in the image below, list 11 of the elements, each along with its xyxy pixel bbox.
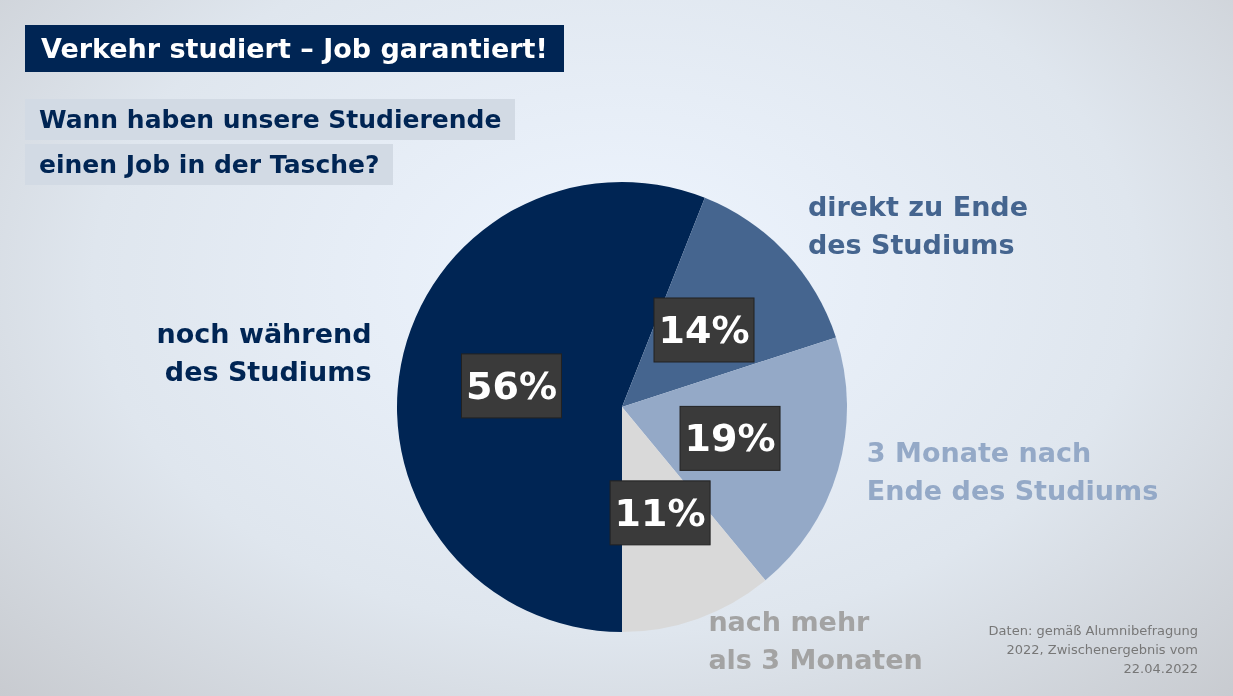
data-label: 19% [684,416,776,461]
slice-label: 3 Monate nach Ende des Studiums [866,437,1159,507]
slice-label: noch während des Studiums [156,318,372,388]
text: Daten: gemäß Alumnibefragung 2022, Zwischenergebnis vom 22.04.2022 [987,622,1198,678]
slice-label: direkt zu Ende des Studiums [807,191,1029,261]
chart-title: Verkehr studiert – Job garantiert! [25,25,564,72]
data-label: 11% [614,490,706,535]
slice-label: nach mehr als 3 Monaten [708,605,923,675]
chart-subtitle: Wann haben unsere Studierende einen Job in der Tasche? [25,99,516,185]
data-label: 56% [466,363,557,408]
data-label: 14% [658,307,750,352]
